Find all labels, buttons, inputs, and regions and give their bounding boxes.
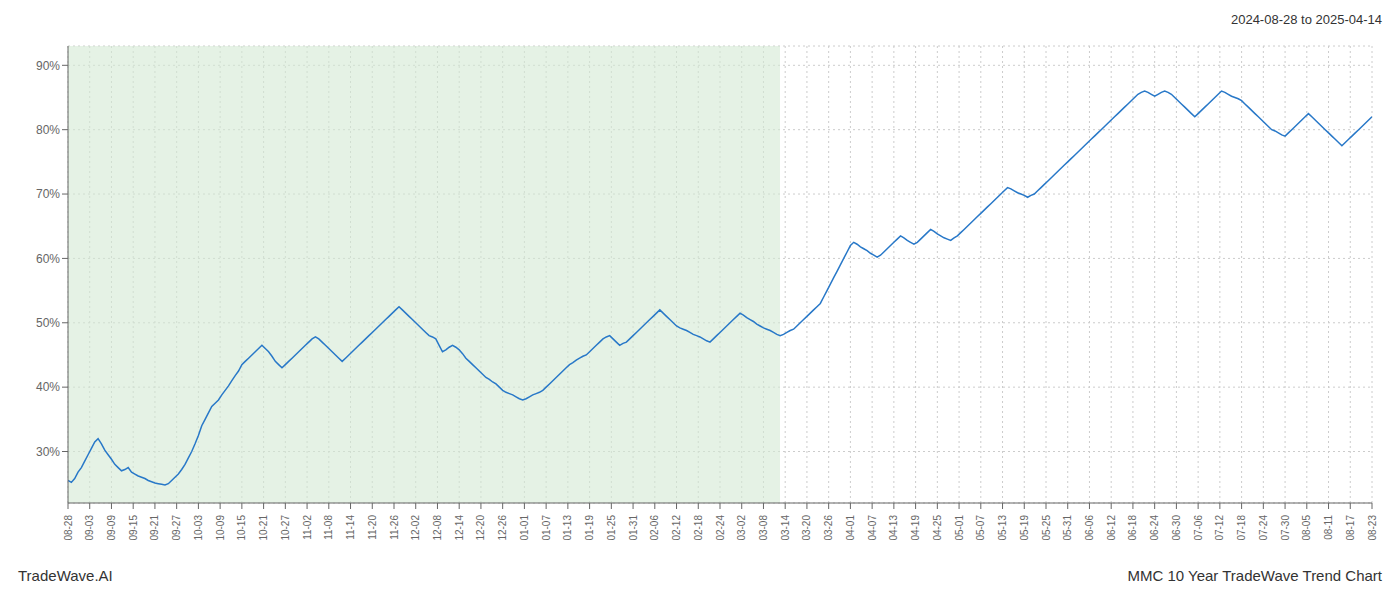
svg-text:04-07: 04-07 — [867, 515, 878, 541]
svg-text:08-11: 08-11 — [1323, 515, 1334, 540]
svg-text:06-24: 06-24 — [1149, 515, 1160, 541]
svg-text:05-19: 05-19 — [1019, 515, 1030, 541]
svg-text:09-03: 09-03 — [84, 515, 95, 541]
html-text:2024-08-28 to 2025-04-14: 2024-08-28 to 2025-04-14 — [1230, 12, 1382, 27]
svg-text:60%: 60% — [36, 252, 60, 266]
svg-text:10-03: 10-03 — [193, 515, 204, 541]
svg-text:01-07: 01-07 — [541, 515, 552, 541]
svg-text:05-01: 05-01 — [954, 515, 965, 541]
html-text:MMC 10 Year TradeWave Trend Ch: MMC 10 Year TradeWave Trend Chart — [1127, 567, 1382, 584]
svg-text:01-01: 01-01 — [519, 515, 530, 541]
svg-text:06-06: 06-06 — [1084, 515, 1095, 541]
svg-text:07-18: 07-18 — [1236, 515, 1247, 541]
svg-text:12-14: 12-14 — [454, 515, 465, 541]
svg-text:10-27: 10-27 — [280, 515, 291, 541]
svg-text:07-30: 07-30 — [1280, 515, 1291, 541]
svg-text:30%: 30% — [36, 445, 60, 459]
svg-text:08-23: 08-23 — [1367, 515, 1378, 541]
svg-text:04-19: 04-19 — [910, 515, 921, 541]
svg-text:11-14: 11-14 — [345, 515, 356, 540]
svg-text:90%: 90% — [36, 59, 60, 73]
svg-text:11-20: 11-20 — [367, 515, 378, 540]
svg-text:80%: 80% — [36, 123, 60, 137]
svg-text:04-13: 04-13 — [888, 515, 899, 541]
svg-text:02-18: 02-18 — [693, 515, 704, 541]
svg-text:03-02: 03-02 — [736, 515, 747, 541]
svg-text:01-31: 01-31 — [628, 515, 639, 541]
svg-text:09-21: 09-21 — [149, 515, 160, 541]
svg-text:09-27: 09-27 — [171, 515, 182, 541]
svg-text:05-07: 05-07 — [975, 515, 986, 541]
svg-text:12-08: 12-08 — [432, 515, 443, 541]
svg-text:12-02: 12-02 — [410, 515, 421, 541]
svg-text:07-06: 07-06 — [1193, 515, 1204, 541]
svg-text:12-20: 12-20 — [475, 515, 486, 541]
svg-text:06-12: 06-12 — [1106, 515, 1117, 541]
svg-text:08-17: 08-17 — [1345, 515, 1356, 541]
svg-text:04-25: 04-25 — [932, 515, 943, 541]
svg-text:10-21: 10-21 — [258, 515, 269, 541]
svg-text:01-19: 01-19 — [584, 515, 595, 541]
svg-text:07-24: 07-24 — [1258, 515, 1269, 541]
svg-text:03-20: 03-20 — [801, 515, 812, 541]
svg-text:03-26: 03-26 — [823, 515, 834, 541]
svg-text:01-25: 01-25 — [606, 515, 617, 541]
svg-text:05-31: 05-31 — [1062, 515, 1073, 541]
svg-text:02-06: 02-06 — [649, 515, 660, 541]
svg-text:70%: 70% — [36, 187, 60, 201]
svg-text:11-02: 11-02 — [302, 515, 313, 540]
svg-text:12-26: 12-26 — [497, 515, 508, 541]
svg-text:01-13: 01-13 — [562, 515, 573, 541]
svg-text:08-28: 08-28 — [63, 515, 74, 541]
svg-text:40%: 40% — [36, 380, 60, 394]
svg-text:09-15: 09-15 — [128, 515, 139, 541]
svg-text:11-08: 11-08 — [323, 515, 334, 540]
html-text:TradeWave.AI: TradeWave.AI — [18, 567, 113, 584]
svg-text:11-26: 11-26 — [389, 515, 400, 540]
svg-text:04-01: 04-01 — [845, 515, 856, 541]
svg-text:08-05: 08-05 — [1301, 515, 1312, 541]
svg-text:05-25: 05-25 — [1041, 515, 1052, 541]
svg-text:10-09: 10-09 — [215, 515, 226, 541]
svg-text:10-15: 10-15 — [236, 515, 247, 541]
svg-text:06-18: 06-18 — [1127, 515, 1138, 541]
svg-text:02-24: 02-24 — [715, 515, 726, 541]
svg-text:06-30: 06-30 — [1171, 515, 1182, 541]
svg-text:05-13: 05-13 — [997, 515, 1008, 541]
svg-text:02-12: 02-12 — [671, 515, 682, 541]
svg-text:03-08: 03-08 — [758, 515, 769, 541]
svg-text:09-09: 09-09 — [106, 515, 117, 541]
svg-text:03-14: 03-14 — [780, 515, 791, 541]
svg-text:07-12: 07-12 — [1214, 515, 1225, 541]
svg-text:50%: 50% — [36, 316, 60, 330]
